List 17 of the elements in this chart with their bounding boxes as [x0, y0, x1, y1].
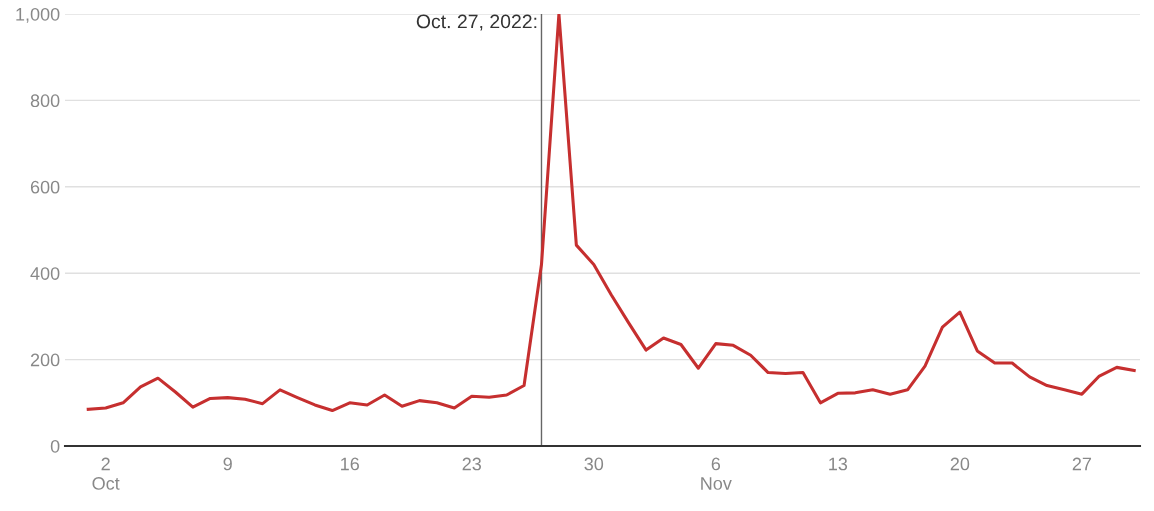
line-series [86, 14, 1136, 413]
y-tick-label: 0 [50, 439, 60, 453]
x-tick-label: 27 [1072, 457, 1092, 471]
y-tick-label: 400 [30, 267, 60, 280]
y-tick-label: 800 [30, 94, 60, 108]
x-tick-label: 23 [462, 457, 482, 471]
x-tick-label: 2 Oct [92, 457, 120, 490]
x-tick-label: 9 [223, 457, 232, 471]
y-tick-label: 1,000 [16, 7, 60, 23]
x-tick-label: 6 Nov [701, 457, 732, 490]
y-tick-label: 600 [30, 180, 60, 194]
x-tick-label: 20 [950, 457, 970, 471]
y-tick-label: 200 [30, 353, 60, 367]
x-tick-label: 30 [584, 457, 604, 471]
x-tick-label: 13 [829, 457, 848, 471]
x-tick-label: 16 [341, 457, 359, 471]
ref-line-label: Oct. 27, 2022: [416, 14, 537, 31]
